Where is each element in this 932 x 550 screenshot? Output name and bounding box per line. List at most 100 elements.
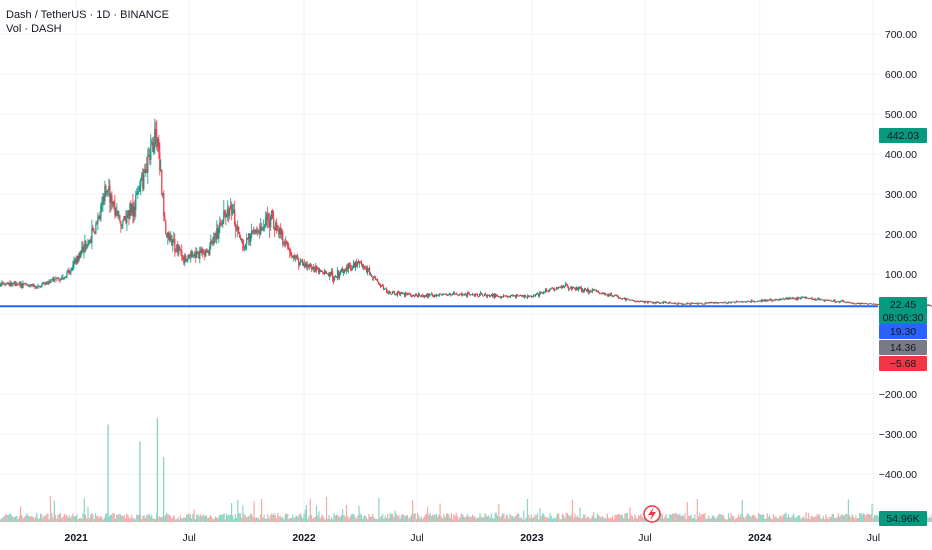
volume-indicator-label[interactable]: Vol · DASH (6, 23, 62, 35)
candle-body (453, 292, 456, 294)
candle-body (312, 267, 314, 270)
volume-bar (683, 516, 685, 522)
volume-bar (452, 519, 454, 522)
volume-bar (504, 518, 506, 522)
candle-body (489, 295, 492, 297)
candle-body (283, 242, 285, 244)
volume-bar (196, 515, 198, 522)
candle-body (373, 277, 375, 278)
candle-body (714, 302, 716, 304)
candle-body (855, 303, 857, 305)
candle-body (361, 261, 363, 266)
lightning-icon[interactable] (643, 505, 661, 523)
volume-bar (307, 519, 309, 522)
volume-bar (698, 516, 700, 522)
volume-bar (781, 517, 783, 522)
candle-body (60, 279, 62, 281)
candle-body (739, 301, 741, 303)
volume-bar (786, 517, 788, 522)
candle-body (153, 144, 155, 153)
volume-bar (539, 508, 541, 522)
volume-bar (262, 517, 264, 522)
volume-bar (559, 518, 561, 522)
candle-body (247, 238, 249, 240)
volume-bar (88, 518, 90, 522)
candle-body (93, 230, 95, 232)
candle-body (32, 284, 34, 286)
candle-body (419, 295, 422, 297)
candle-body (63, 277, 65, 279)
candle-body (282, 231, 284, 244)
volume-bar (831, 513, 833, 522)
volume-bar (126, 513, 128, 522)
candle-body (106, 190, 108, 193)
candle-body (80, 250, 82, 258)
volume-bar (109, 514, 112, 522)
candle-body (166, 233, 168, 238)
candle-body (861, 303, 863, 304)
volume-bar (528, 514, 530, 522)
volume-bar (814, 516, 816, 522)
candle-body (867, 304, 869, 305)
candle-body (711, 302, 713, 303)
candle-body (342, 269, 344, 273)
candle-body (513, 295, 515, 297)
candle-body (327, 273, 329, 275)
candle-body (39, 286, 41, 288)
volume-bar (353, 514, 355, 522)
candle-body (481, 294, 484, 296)
candle-body (439, 293, 442, 295)
time-axis[interactable]: 2021Jul2022Jul2023Jul2024Jul2025Jul2026J… (64, 532, 932, 544)
candle-body (709, 302, 711, 304)
volume-bar (469, 516, 471, 522)
candle-body (811, 297, 813, 300)
price-axis[interactable]: 700.00600.00500.00400.00300.00200.00100.… (879, 29, 917, 481)
volume-bar (164, 515, 166, 522)
volume-bar (425, 513, 427, 522)
volume-bar (619, 514, 621, 522)
candle-body (109, 186, 111, 203)
candle-body (393, 291, 395, 293)
symbol-title[interactable]: Dash / TetherUS · 1D · BINANCE (6, 9, 170, 21)
volume-bar (132, 518, 134, 522)
volume-bar (453, 514, 455, 522)
x-tick-label: 2023 (520, 532, 544, 544)
candle-body (665, 302, 667, 303)
volume-bar (839, 516, 841, 522)
candle-body (874, 304, 876, 305)
price-tag: 14.36 (879, 340, 927, 355)
candle-body (807, 298, 809, 299)
volume-bar (259, 514, 261, 522)
volume-bar (851, 514, 853, 522)
volume-spike (107, 424, 109, 522)
volume-bar (422, 519, 424, 522)
volume-bar (234, 513, 236, 522)
volume-bar (337, 514, 339, 522)
candle-body (702, 303, 704, 305)
candle-body (543, 291, 545, 293)
volume-bar (269, 515, 271, 522)
volume-bar (861, 514, 863, 522)
volume-bar (5, 514, 7, 522)
candle-body (520, 295, 522, 297)
volume-bar (277, 512, 279, 522)
candle-body (333, 279, 335, 281)
volume-bar (518, 514, 520, 522)
volume-bar (357, 515, 359, 522)
volume-bar (560, 519, 562, 522)
candle-body (535, 293, 537, 295)
candle-body (684, 303, 686, 305)
volume-bar (297, 516, 299, 522)
volume-bar (2, 517, 4, 522)
candle-body (114, 206, 116, 216)
volume-bar (184, 517, 186, 522)
volume-bar (585, 518, 587, 522)
candle-body (805, 297, 807, 299)
volume-bar (732, 516, 735, 522)
volume-bar (777, 518, 780, 522)
x-tick-label: 2021 (64, 532, 88, 544)
volume-bar (410, 514, 412, 522)
current-price-tag-text: 08:06:30 (883, 312, 924, 324)
volume-bar (705, 518, 707, 522)
